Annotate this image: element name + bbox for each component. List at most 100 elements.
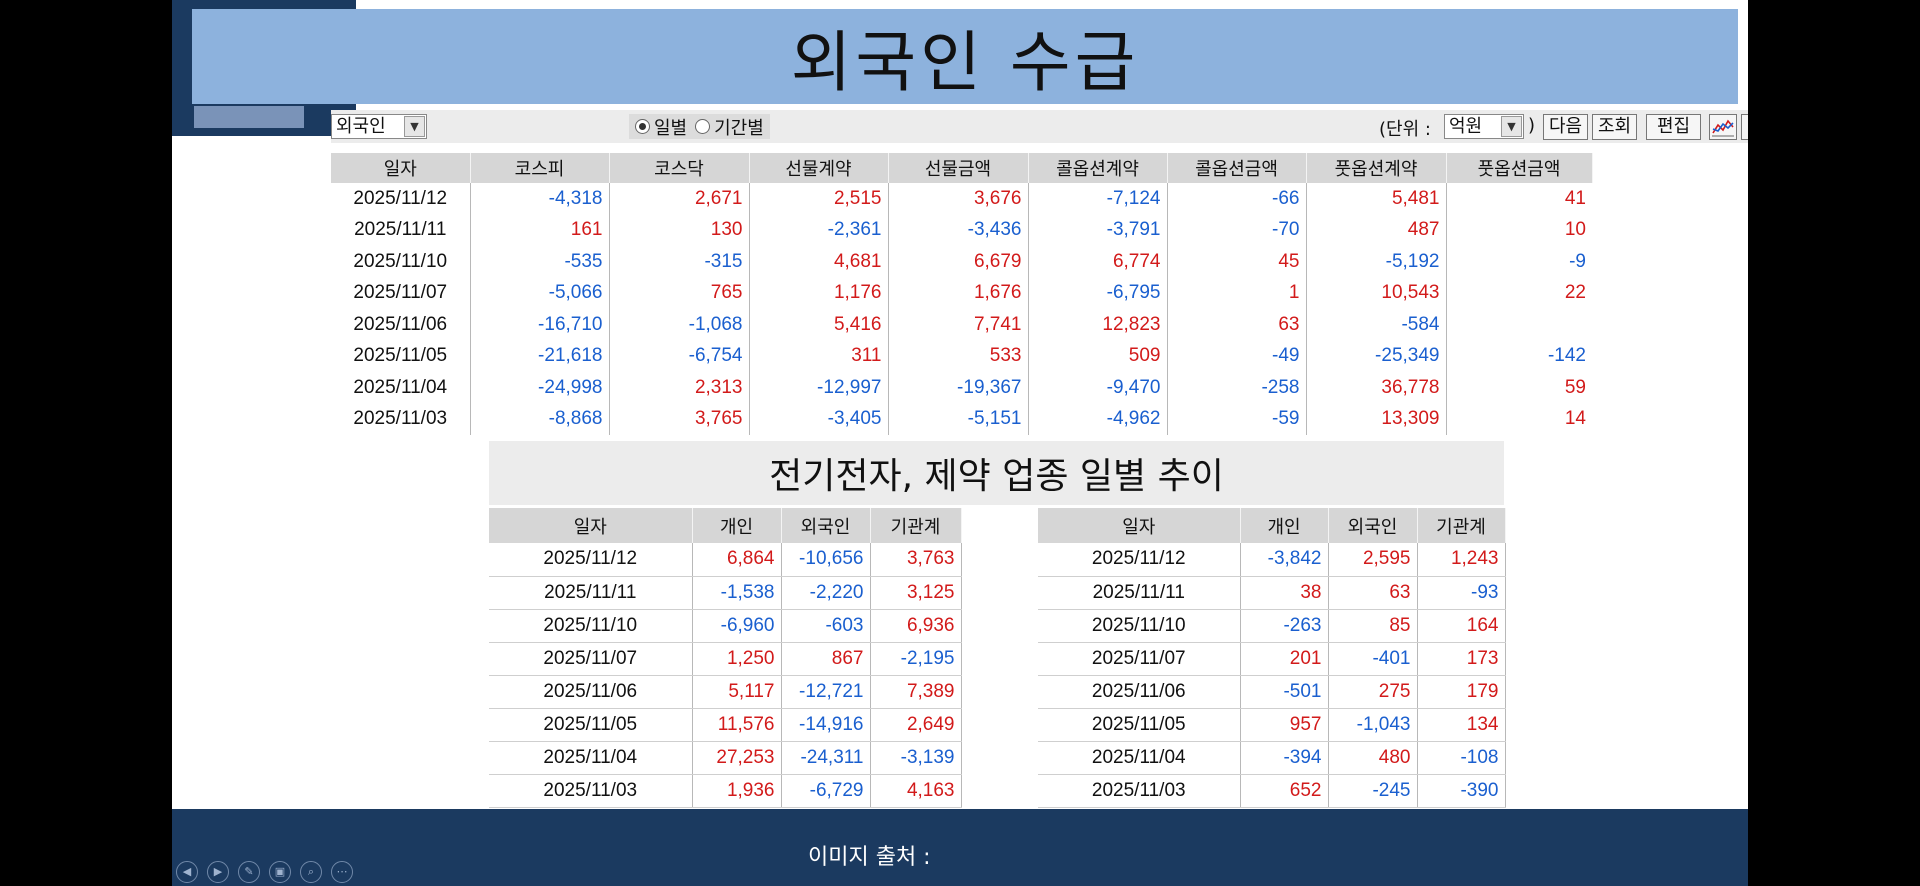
table-row[interactable]: 2025/11/10 -6,960 -603 6,936 [489, 609, 962, 643]
column-header[interactable]: 풋옵션금액 [1446, 153, 1593, 183]
value-cell: -1,068 [609, 309, 750, 341]
table-row[interactable]: 2025/11/06 5,117 -12,721 7,389 [489, 675, 962, 709]
image-source-label: 이미지 출처 : [808, 845, 931, 870]
next-icon[interactable]: ▶ [207, 861, 229, 883]
value-cell: -5,066 [470, 277, 610, 309]
value-cell: -66 [1167, 183, 1307, 215]
table-row[interactable]: 2025/11/11 38 63 -93 [1038, 576, 1506, 610]
column-header[interactable]: 외국인 [781, 508, 871, 543]
table-row[interactable]: 2025/11/07 201 -401 173 [1038, 642, 1506, 676]
column-header[interactable]: 일자 [489, 508, 693, 543]
value-cell: 38 [1240, 576, 1329, 610]
table-row[interactable]: 2025/11/06 -501 275 179 [1038, 675, 1506, 709]
chart-button[interactable] [1709, 114, 1737, 140]
table-row[interactable]: 2025/11/12 -4,318 2,671 2,515 3,676 -7,124 -66… [331, 183, 1592, 215]
column-header[interactable]: 코스닥 [609, 153, 750, 183]
column-header[interactable]: 기관계 [1417, 508, 1506, 543]
value-cell: -7,124 [1028, 183, 1168, 215]
table-row[interactable]: 2025/11/12 -3,842 2,595 1,243 [1038, 543, 1506, 577]
date-cell: 2025/11/05 [1038, 708, 1241, 742]
table-row[interactable]: 2025/11/05 11,576 -14,916 2,649 [489, 708, 962, 742]
investor-select-value: 외국인 [336, 116, 386, 137]
value-cell: 6,936 [870, 609, 962, 643]
date-cell: 2025/11/05 [489, 708, 693, 742]
column-header[interactable]: 콜옵션계약 [1028, 153, 1168, 183]
value-cell: 134 [1417, 708, 1506, 742]
column-header[interactable]: 개인 [1240, 508, 1329, 543]
chevron-down-icon[interactable]: ▼ [1501, 116, 1522, 137]
table-row[interactable]: 2025/11/03 1,936 -6,729 4,163 [489, 774, 962, 808]
radio-daily[interactable] [635, 119, 650, 134]
next-button[interactable]: 다음 [1543, 114, 1588, 140]
table-row[interactable]: 2025/11/11 -1,538 -2,220 3,125 [489, 576, 962, 610]
value-cell: -390 [1417, 774, 1506, 808]
table-row[interactable]: 2025/11/04 -394 480 -108 [1038, 741, 1506, 775]
more-icon[interactable]: ⋯ [331, 861, 353, 883]
column-header[interactable]: 기관계 [870, 508, 962, 543]
value-cell: -2,361 [749, 214, 889, 246]
value-cell: -4,962 [1028, 403, 1168, 435]
table-row[interactable]: 2025/11/12 6,864 -10,656 3,763 [489, 543, 962, 577]
prev-icon[interactable]: ◀ [176, 861, 198, 883]
truncated-button[interactable] [1741, 114, 1748, 140]
table-row[interactable]: 2025/11/07 -5,066 765 1,176 1,676 -6,795 1 10,5… [331, 277, 1592, 309]
table-row[interactable]: 2025/11/10 -263 85 164 [1038, 609, 1506, 643]
value-cell: 3,676 [888, 183, 1029, 215]
value-cell: 1 [1167, 277, 1307, 309]
column-header[interactable]: 코스피 [470, 153, 610, 183]
electronics-sector-table: 일자 개인 외국인 기관계 2025/11/12 6,864 -10,656 3,763 20… [489, 508, 962, 808]
value-cell [1446, 309, 1592, 341]
date-cell: 2025/11/03 [331, 403, 471, 435]
corner-decoration-bar [194, 106, 304, 128]
table-row[interactable]: 2025/11/11 161 130 -2,361 -3,436 -3,791 -70 487… [331, 214, 1592, 246]
value-cell: -21,618 [470, 340, 610, 372]
value-cell: 7,389 [870, 675, 962, 709]
column-header[interactable]: 개인 [692, 508, 782, 543]
table-row[interactable]: 2025/11/03 -8,868 3,765 -3,405 -5,151 -4,962-… [331, 403, 1592, 435]
line-chart-icon [1712, 119, 1734, 137]
unit-select[interactable]: 억원 ▼ [1444, 114, 1524, 139]
value-cell: -19,367 [888, 372, 1029, 404]
table-row[interactable]: 2025/11/03 652 -245 -390 [1038, 774, 1506, 808]
column-header[interactable]: 일자 [331, 153, 471, 183]
table-row[interactable]: 2025/11/05 -21,618 -6,754 311 533 509 -49 -25,3… [331, 340, 1592, 372]
value-cell: 22 [1564, 282, 1586, 304]
value-cell: -24,311 [781, 741, 871, 775]
radio-period[interactable] [695, 119, 711, 134]
value-cell: 130 [609, 214, 750, 246]
column-header[interactable]: 콜옵션금액 [1167, 153, 1307, 183]
table-row[interactable]: 2025/11/07 1,250 867 -2,195 [489, 642, 962, 676]
date-cell: 2025/11/06 [489, 675, 693, 709]
sector-section-header: 전기전자, 제약 업종 일별 추이 [489, 441, 1504, 505]
table-row[interactable]: 2025/11/05 957 -1,043 134 [1038, 708, 1506, 742]
pen-icon[interactable]: ✎ [238, 861, 260, 883]
table-row[interactable]: 2025/11/10 -535 -315 4,681 6,679 6,774 45 -5,19… [331, 246, 1592, 278]
foreign-flow-table: 일자 코스피 코스닥 선물계약 선물금액 콜옵션계약 콜옵션금액 풋옵션계약 풋옵션금액 202… [331, 153, 1593, 435]
value-cell: -603 [781, 609, 871, 643]
radio-daily-label[interactable]: 일별 [654, 117, 688, 139]
edit-button[interactable]: 편집 [1646, 114, 1701, 140]
query-button[interactable]: 조회 [1592, 114, 1637, 140]
query-toolbar: 외국인 ▼ 일별 기간별 (단위 : 억원 ▼ ) 다음 조회 편집 [331, 110, 1748, 143]
column-header[interactable]: 일자 [1038, 508, 1241, 543]
investor-select[interactable]: 외국인 ▼ [331, 114, 427, 139]
table-row[interactable]: 2025/11/04 -24,998 2,313 -12,997 -19,367 -9,4… [331, 372, 1592, 404]
date-cell: 2025/11/12 [331, 183, 471, 215]
value-cell: -3,405 [749, 403, 889, 435]
table-row[interactable]: 2025/11/04 27,253 -24,311 -3,139 [489, 741, 962, 775]
column-header[interactable]: 외국인 [1328, 508, 1418, 543]
value-cell: -501 [1240, 675, 1329, 709]
column-header[interactable]: 선물금액 [888, 153, 1029, 183]
column-header[interactable]: 선물계약 [749, 153, 889, 183]
value-cell: -49 [1167, 340, 1307, 372]
value-cell: -1,538 [692, 576, 782, 610]
chevron-down-icon[interactable]: ▼ [404, 116, 425, 137]
column-header[interactable]: 풋옵션계약 [1306, 153, 1447, 183]
slides-icon[interactable]: ▣ [269, 861, 291, 883]
value-cell: -93 [1417, 576, 1506, 610]
radio-period-label[interactable]: 기간별 [714, 117, 764, 139]
zoom-icon[interactable]: ⌕ [300, 861, 322, 883]
unit-label: (단위 : [1379, 119, 1431, 140]
table-row[interactable]: 2025/11/06 -16,710 -1,068 5,416 7,741 12,823 6… [331, 309, 1592, 341]
slide-footer: 이미지 출처 : ◀ ▶ ✎ ▣ ⌕ ⋯ [172, 809, 1748, 886]
